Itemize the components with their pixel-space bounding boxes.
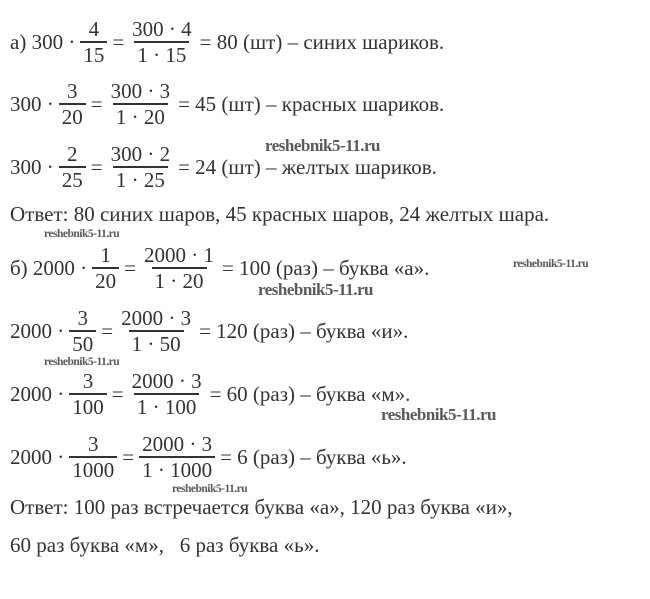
denominator: 1 · 15	[134, 41, 190, 67]
equals-sign: =	[90, 92, 103, 116]
equation-prefix: а) 300 ·	[10, 30, 76, 54]
fraction: 3 50	[69, 306, 97, 356]
numerator: 3	[82, 369, 94, 393]
equation-result: = 24 (шт) – желтых шариков.	[178, 155, 437, 179]
equals-sign: =	[111, 382, 124, 406]
answer-b-line2: 60 раз буква «м», 6 раз буква «ь».	[10, 533, 320, 557]
numerator: 300 · 2	[110, 142, 171, 166]
numerator: 3	[67, 79, 78, 103]
equation-prefix: 2000 ·	[10, 382, 65, 406]
equation-prefix: 300 ·	[10, 92, 54, 116]
equals-sign: =	[90, 155, 103, 179]
numerator: 3	[88, 432, 99, 456]
denominator: 20	[92, 267, 120, 293]
fraction: 3 100	[69, 369, 107, 419]
numerator: 1	[100, 243, 111, 267]
denominator: 1 · 25	[112, 166, 168, 192]
equation-prefix: б) 2000 ·	[10, 256, 88, 280]
numerator: 4	[88, 17, 100, 41]
denominator: 50	[69, 330, 97, 356]
denominator: 1 · 100	[133, 393, 200, 419]
answer-a: Ответ: 80 синих шаров, 45 красных шаров,…	[10, 202, 550, 226]
equation-prefix: 2000 ·	[10, 445, 65, 469]
denominator: 1 · 20	[151, 267, 207, 293]
denominator: 15	[80, 41, 108, 67]
equation-result: = 120 (раз) – буква «и».	[199, 319, 409, 343]
equation-prefix: 300 ·	[10, 155, 54, 179]
watermark: reshebnik5-11.ru	[513, 258, 589, 270]
equation-result: = 60 (раз) – буква «м».	[209, 382, 411, 406]
fraction: 1 20	[92, 243, 120, 293]
numerator: 300 · 4	[132, 17, 192, 41]
watermark: reshebnik5-11.ru	[172, 483, 248, 495]
fraction: 3 20	[58, 79, 86, 129]
numerator: 2000 · 3	[121, 306, 192, 330]
equation-prefix: 2000 ·	[10, 319, 65, 343]
watermark: reshebnik5-11.ru	[258, 280, 373, 299]
equals-sign: =	[101, 319, 114, 343]
denominator: 20	[58, 103, 86, 129]
equation-result: = 100 (раз) – буква «а».	[222, 256, 430, 280]
equation-result: = 6 (раз) – буква «ь».	[220, 445, 407, 469]
numerator: 2000 · 3	[142, 432, 213, 456]
numerator: 2000 · 1	[144, 243, 215, 267]
numerator: 300 · 3	[110, 79, 171, 103]
watermark: reshebnik5-11.ru	[44, 356, 120, 368]
denominator: 1 · 50	[128, 330, 184, 356]
fraction: 3 1000	[69, 432, 118, 482]
equals-sign: =	[124, 256, 137, 280]
equation-result: = 80 (шт) – синих шариков.	[199, 30, 445, 54]
fraction: 4 15	[80, 17, 108, 67]
equals-sign: =	[122, 445, 135, 469]
answer-b-line1: Ответ: 100 раз встречается буква «а», 12…	[10, 495, 513, 519]
equals-sign: =	[112, 30, 125, 54]
watermark: reshebnik5-11.ru	[44, 228, 120, 240]
denominator: 100	[69, 393, 107, 419]
denominator: 1 · 20	[112, 103, 168, 129]
denominator: 1000	[69, 456, 118, 482]
fraction: 2 25	[58, 142, 86, 192]
numerator: 2000 · 3	[131, 369, 202, 393]
numerator: 3	[77, 306, 89, 330]
denominator: 25	[58, 166, 86, 192]
watermark: reshebnik5-11.ru	[381, 405, 496, 424]
equation-result: = 45 (шт) – красных шариков.	[178, 92, 445, 116]
watermark: reshebnik5-11.ru	[265, 136, 380, 155]
numerator: 2	[67, 142, 78, 166]
denominator: 1 · 1000	[139, 456, 216, 482]
